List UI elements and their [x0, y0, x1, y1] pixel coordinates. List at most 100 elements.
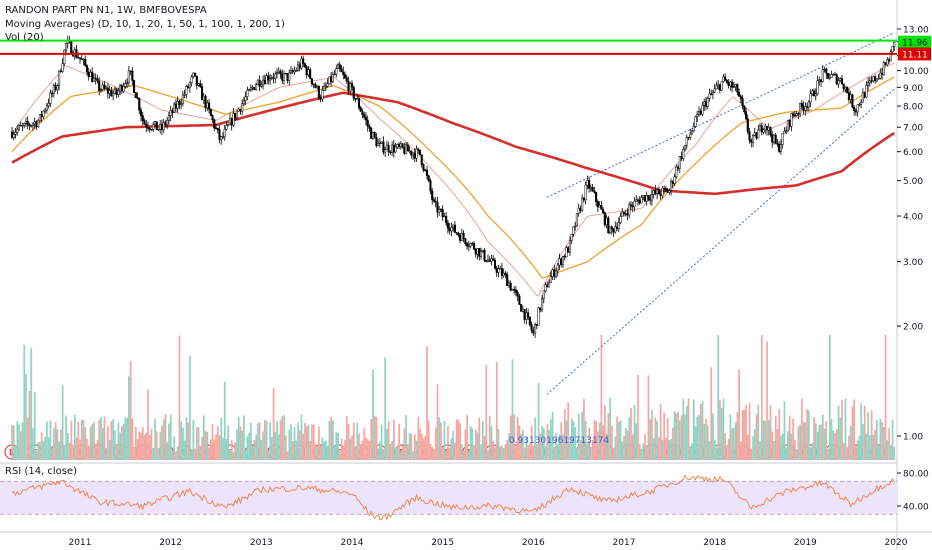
- ma-legend[interactable]: Moving Averages) (D, 10, 1, 20, 1, 50, 1…: [5, 19, 285, 30]
- candle-body: [216, 127, 219, 130]
- volume-bar: [68, 442, 71, 460]
- candle-body: [19, 125, 22, 127]
- candle-body: [602, 209, 605, 213]
- candle-body: [842, 83, 845, 90]
- candle-body: [797, 113, 800, 115]
- candle-body: [725, 80, 728, 83]
- channel-annotation[interactable]: 0.9313019619713174: [509, 436, 609, 446]
- volume-bar: [685, 405, 688, 460]
- volume-bar: [675, 413, 678, 460]
- candle-body: [312, 83, 315, 85]
- candle-body: [504, 272, 507, 275]
- volume-bar: [314, 444, 317, 460]
- volume-bar: [295, 440, 298, 460]
- candle: [464, 238, 467, 246]
- price-axis[interactable]: 1.00 2.00 3.00 4.00 5.00 6.00 7.00 8.00 9.00 10.0…: [897, 0, 932, 462]
- candle-body: [221, 136, 225, 138]
- candle-body: [58, 70, 61, 87]
- volume-bar: [171, 450, 174, 460]
- candle: [185, 84, 188, 99]
- candle: [126, 78, 129, 89]
- candle-body: [63, 49, 66, 65]
- candle: [122, 82, 125, 93]
- candle: [467, 240, 470, 252]
- candle: [804, 102, 807, 116]
- channel-upper-line[interactable]: [546, 32, 895, 198]
- volume-bar: [236, 428, 238, 460]
- candle: [479, 247, 483, 260]
- volume-bar: [856, 440, 859, 460]
- candle: [792, 111, 795, 119]
- channel-lower-line[interactable]: [546, 88, 895, 395]
- volume-bar: [215, 434, 217, 460]
- candle-body: [589, 187, 592, 189]
- candle-body: [139, 109, 143, 116]
- candle-body: [436, 201, 439, 213]
- volume-bar: [808, 410, 810, 460]
- volume-bar: [523, 447, 526, 460]
- rsi-legend[interactable]: RSI (14, close): [5, 466, 78, 477]
- candle-body: [92, 77, 95, 82]
- volume-bar: [140, 432, 142, 460]
- price-label-text[interactable]: 11.96: [902, 39, 928, 49]
- candle: [746, 114, 749, 135]
- rsi-tick-label: 80.00: [903, 470, 929, 480]
- volume-bar: [358, 433, 360, 460]
- volume-bar: [189, 355, 191, 460]
- candle: [725, 78, 728, 84]
- candle: [124, 79, 127, 89]
- volume-bar: [243, 415, 245, 460]
- candle-body: [699, 110, 702, 115]
- candle-body: [323, 85, 326, 91]
- volume-bar: [115, 443, 118, 460]
- candle: [741, 94, 744, 110]
- candle-body: [549, 276, 552, 284]
- trend-channel[interactable]: 0.9313019619713174: [509, 32, 895, 446]
- volume-bar: [110, 420, 113, 460]
- price-label-green[interactable]: 11.96: [898, 35, 931, 49]
- volume-legend[interactable]: Vol (20): [5, 32, 44, 43]
- volume-bar: [712, 413, 714, 460]
- volume-bars: [11, 335, 896, 460]
- candle: [614, 221, 617, 234]
- candle-body: [443, 215, 446, 218]
- candle: [830, 70, 833, 78]
- volume-bar: [801, 398, 803, 460]
- candle: [335, 64, 338, 78]
- candle-body: [99, 89, 102, 91]
- volume-bar: [706, 425, 709, 460]
- candle-body: [324, 85, 327, 88]
- candle-body: [605, 217, 608, 225]
- time-axis[interactable]: 2011 2012 2013 2014 2015 2016 2017 2018 2019 2020: [69, 538, 908, 548]
- candle-body: [354, 98, 357, 100]
- candle: [417, 147, 420, 154]
- volume-bar: [511, 359, 514, 460]
- price-label-box[interactable]: [898, 47, 931, 61]
- price-label-text[interactable]: 11.11: [902, 50, 928, 60]
- price-label-red[interactable]: 11.11: [898, 47, 931, 61]
- volume-bar: [576, 448, 578, 460]
- candle-body: [853, 107, 856, 112]
- candle-body: [678, 156, 681, 169]
- candle: [554, 267, 558, 279]
- volume-bar: [753, 429, 756, 460]
- candle-body: [275, 72, 279, 75]
- candle-body: [879, 72, 882, 79]
- volume-bar: [429, 443, 432, 460]
- horizontal-levels[interactable]: [0, 39, 897, 55]
- candle-body: [518, 295, 521, 305]
- candle-body: [541, 298, 544, 311]
- candle: [678, 155, 681, 174]
- candle-body: [745, 111, 748, 120]
- candle-body: [314, 84, 317, 88]
- candle: [527, 308, 530, 321]
- volume-bar: [598, 422, 601, 460]
- candle: [406, 142, 409, 152]
- volume-bar: [361, 440, 364, 460]
- candle: [255, 82, 258, 91]
- candle-body: [159, 124, 162, 130]
- volume-bar: [196, 427, 198, 460]
- candle-body: [478, 248, 481, 257]
- price-label-box[interactable]: [898, 35, 931, 49]
